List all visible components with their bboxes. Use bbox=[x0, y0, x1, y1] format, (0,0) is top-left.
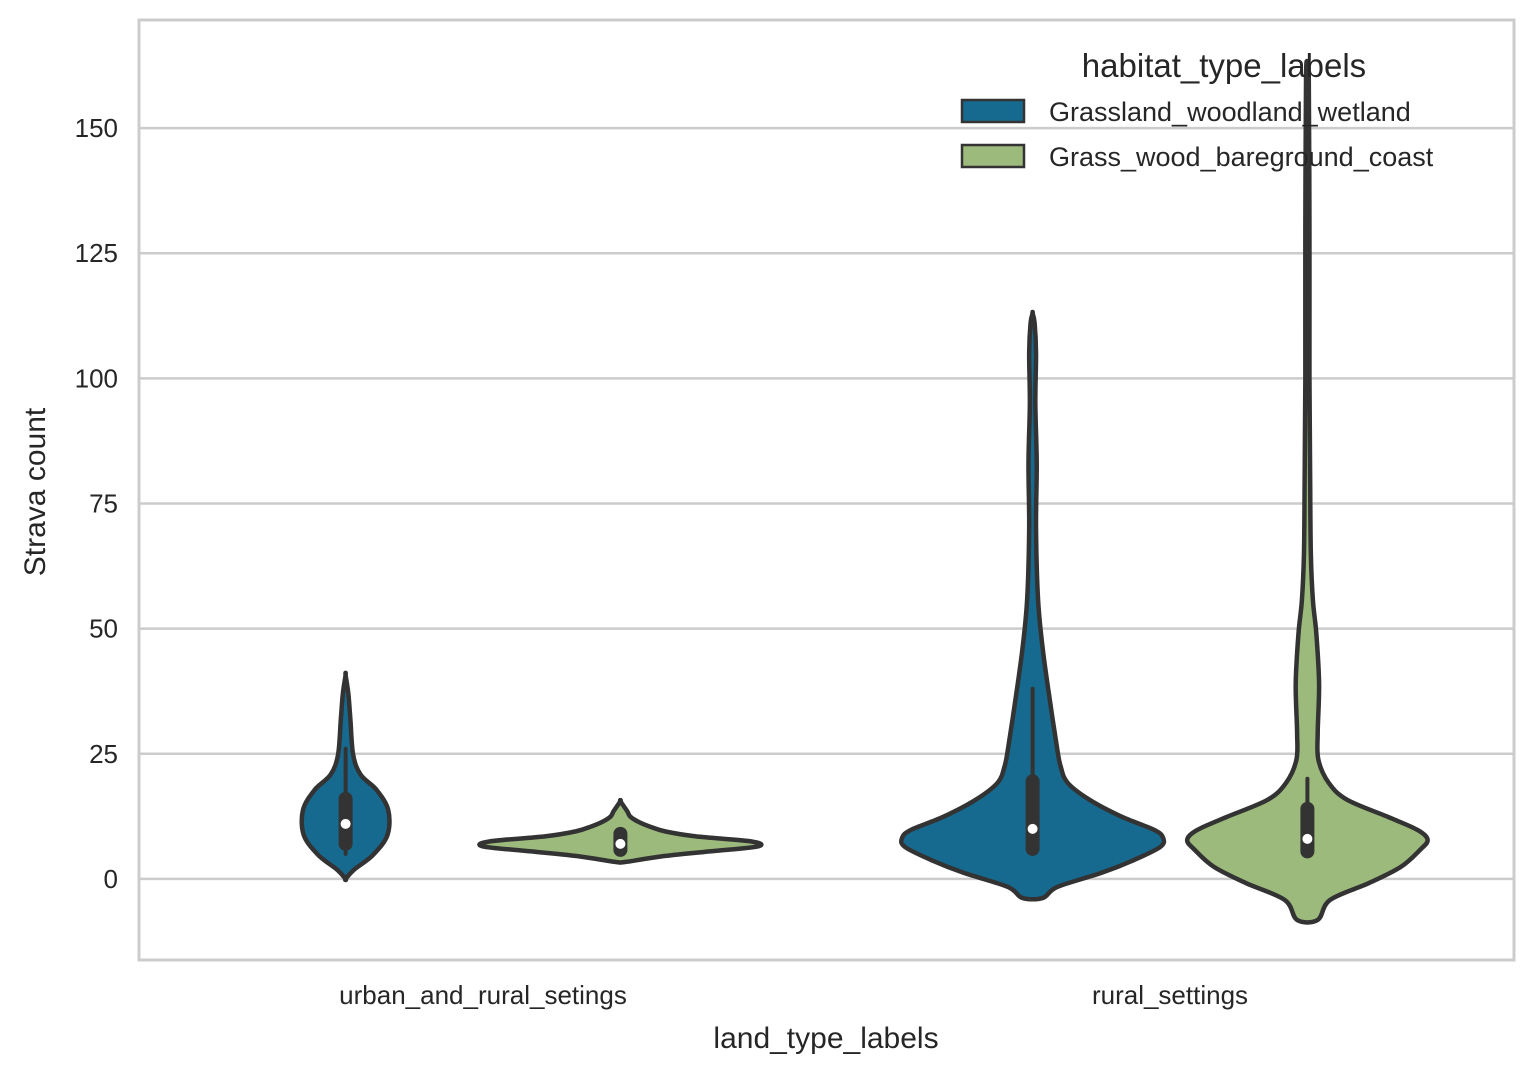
legend-title: habitat_type_labels bbox=[1082, 47, 1366, 84]
x-axis-label: land_type_labels bbox=[713, 1022, 938, 1055]
y-tick-label: 75 bbox=[89, 489, 118, 519]
y-tick-labels: 0 25 50 75 100 125 150 bbox=[75, 113, 118, 894]
x-tick-label: rural_settings bbox=[1092, 980, 1248, 1010]
grid-lines bbox=[139, 126, 1514, 881]
violin-median-dot bbox=[340, 818, 351, 829]
violin-median-dot bbox=[615, 838, 626, 849]
y-tick-label: 125 bbox=[75, 238, 118, 268]
y-tick-label: 100 bbox=[75, 363, 118, 393]
violin-body bbox=[1184, 58, 1430, 925]
legend: habitat_type_labels Grassland_woodland_w… bbox=[960, 47, 1434, 172]
x-tick-label: urban_and_rural_setings bbox=[339, 980, 627, 1010]
legend-swatch-0 bbox=[960, 98, 1026, 124]
violin-body bbox=[898, 309, 1167, 902]
y-tick-label: 50 bbox=[89, 614, 118, 644]
x-tick-labels: urban_and_rural_setings rural_settings bbox=[339, 980, 1248, 1010]
y-tick-label: 0 bbox=[104, 864, 118, 894]
y-axis-label: Strava count bbox=[19, 407, 52, 576]
violin-median-dot bbox=[1302, 833, 1313, 844]
legend-swatch-1 bbox=[960, 143, 1026, 169]
legend-label-0: Grassland_woodland_wetland bbox=[1049, 97, 1411, 127]
y-tick-label: 25 bbox=[89, 739, 118, 769]
legend-label-1: Grass_wood_bareground_coast bbox=[1049, 142, 1434, 172]
violins bbox=[299, 58, 1430, 925]
plot-frame bbox=[137, 18, 1516, 962]
y-tick-label: 150 bbox=[75, 113, 118, 143]
violin-median-dot bbox=[1027, 823, 1038, 834]
